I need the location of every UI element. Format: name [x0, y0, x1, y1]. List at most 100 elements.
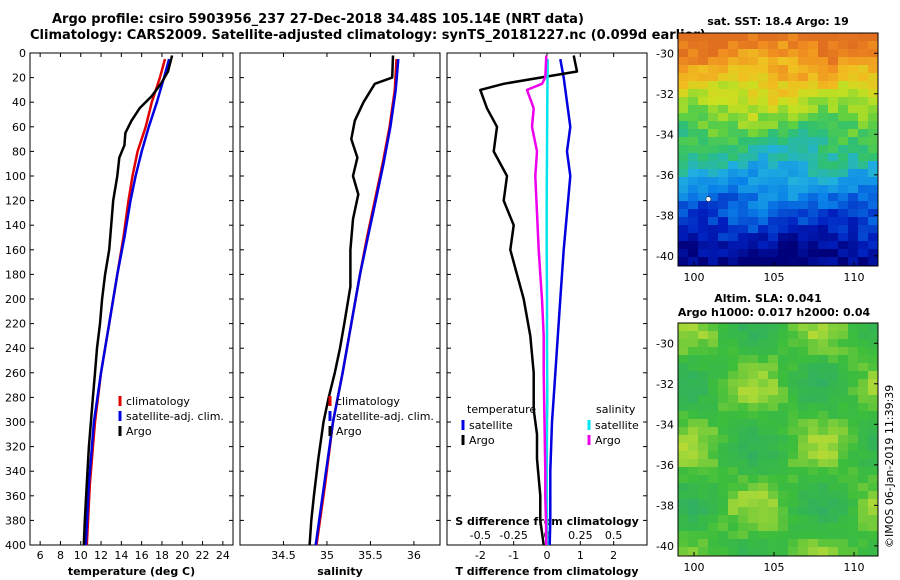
sst-map-cell	[768, 225, 778, 233]
sla-map-cell	[838, 355, 848, 363]
sst-map-cell	[838, 233, 848, 241]
sla-map-cell	[808, 427, 818, 435]
sla-map-cell	[748, 443, 758, 451]
sla-map-cell	[678, 443, 688, 451]
sst-map-cell	[718, 81, 728, 89]
sst-map-cell	[818, 65, 828, 73]
sla-map-cell	[828, 339, 838, 347]
sst-map-cell	[718, 241, 728, 249]
sla-map-cell	[708, 347, 718, 355]
sst-map-cell	[828, 81, 838, 89]
sla-map-cell	[848, 491, 858, 499]
sst-map-cell	[868, 81, 878, 89]
sst-map-cell	[738, 121, 748, 129]
sla-map-cell	[838, 491, 848, 499]
sst-map-cell	[848, 153, 858, 161]
sla-map-cell	[688, 355, 698, 363]
sst-map-cell	[698, 209, 708, 217]
sla-map-cell	[798, 547, 808, 555]
sst-map-cell	[788, 233, 798, 241]
sst-map-cell	[688, 81, 698, 89]
sla-map-cell	[808, 331, 818, 339]
salinity-xtick-label: 35	[320, 549, 334, 562]
salinity-series-line	[308, 55, 395, 546]
sst-map-cell	[688, 209, 698, 217]
sst-map-cell	[818, 153, 828, 161]
sst-map-cell	[778, 233, 788, 241]
sla-map-cell	[818, 459, 828, 467]
sst-map-cell	[818, 185, 828, 193]
sla-map-cell	[728, 491, 738, 499]
sst-map-cell	[758, 233, 768, 241]
sst-map-cell	[858, 113, 868, 121]
sla-map-cell	[678, 451, 688, 459]
sst-map-cell	[778, 249, 788, 257]
sst-map-cell	[808, 65, 818, 73]
sst-map-cell	[838, 161, 848, 169]
sst-map-cell	[798, 161, 808, 169]
sst-map-cell	[728, 249, 738, 257]
sla-map-cell	[758, 323, 768, 331]
sst-map-cell	[708, 73, 718, 81]
sst-map-cell	[808, 41, 818, 49]
sla-map-xtick-label: 110	[844, 561, 865, 574]
sst-map-cell	[808, 121, 818, 129]
sla-map-cell	[728, 363, 738, 371]
sla-map-cell	[708, 499, 718, 507]
sla-map-cell	[788, 339, 798, 347]
sst-map-cell	[828, 257, 838, 265]
sla-map-cell	[708, 507, 718, 515]
sst-map-cell	[788, 113, 798, 121]
sst-map-cell	[858, 105, 868, 113]
sla-map-cell	[678, 547, 688, 555]
sst-map-cell	[718, 73, 728, 81]
sst-map-cell	[768, 49, 778, 57]
sla-map-cell	[678, 467, 688, 475]
sla-map-cell	[798, 339, 808, 347]
sla-map-cell	[688, 523, 698, 531]
sst-map-cell	[848, 169, 858, 177]
sla-map-cell	[698, 339, 708, 347]
sst-map-cell	[748, 137, 758, 145]
sst-map-cell	[778, 153, 788, 161]
sla-map-cell	[728, 531, 738, 539]
sla-map-cell	[718, 499, 728, 507]
sla-map-cell	[798, 411, 808, 419]
sla-map-cell	[788, 451, 798, 459]
sla-map-cell	[798, 323, 808, 331]
sst-map-cell	[808, 169, 818, 177]
sst-map-cell	[828, 185, 838, 193]
sst-map-cell	[748, 177, 758, 185]
sla-map-cell	[718, 507, 728, 515]
temperature-xtick-label: 24	[216, 549, 230, 562]
sst-map-cell	[728, 153, 738, 161]
sla-map-cell	[768, 435, 778, 443]
sst-map-cell	[868, 65, 878, 73]
difference-legend-title: salinity	[596, 403, 636, 416]
sla-map-cell	[798, 347, 808, 355]
sla-map-cell	[698, 523, 708, 531]
sla-map-cell	[688, 331, 698, 339]
sst-map-cell	[708, 129, 718, 137]
sst-map-cell	[768, 33, 778, 41]
sst-map-cell	[678, 65, 688, 73]
sla-map-cell	[818, 491, 828, 499]
sla-map-cell	[738, 355, 748, 363]
sla-map-cell	[748, 547, 758, 555]
temperature-xtick-label: 6	[37, 549, 44, 562]
sla-map-cell	[728, 387, 738, 395]
sst-map-cell	[848, 185, 858, 193]
sst-map-cell	[758, 129, 768, 137]
sst-map-cell	[838, 89, 848, 97]
sla-map-cell	[808, 531, 818, 539]
sla-map-cell	[708, 515, 718, 523]
sla-map-cell	[738, 387, 748, 395]
sla-map-cell	[728, 483, 738, 491]
sla-map-cell	[818, 379, 828, 387]
sst-map-cell	[688, 113, 698, 121]
sst-map-cell	[788, 137, 798, 145]
sst-map-cell	[848, 105, 858, 113]
sst-map-cell	[768, 201, 778, 209]
sst-map-cell	[768, 129, 778, 137]
sst-map-cell	[868, 113, 878, 121]
